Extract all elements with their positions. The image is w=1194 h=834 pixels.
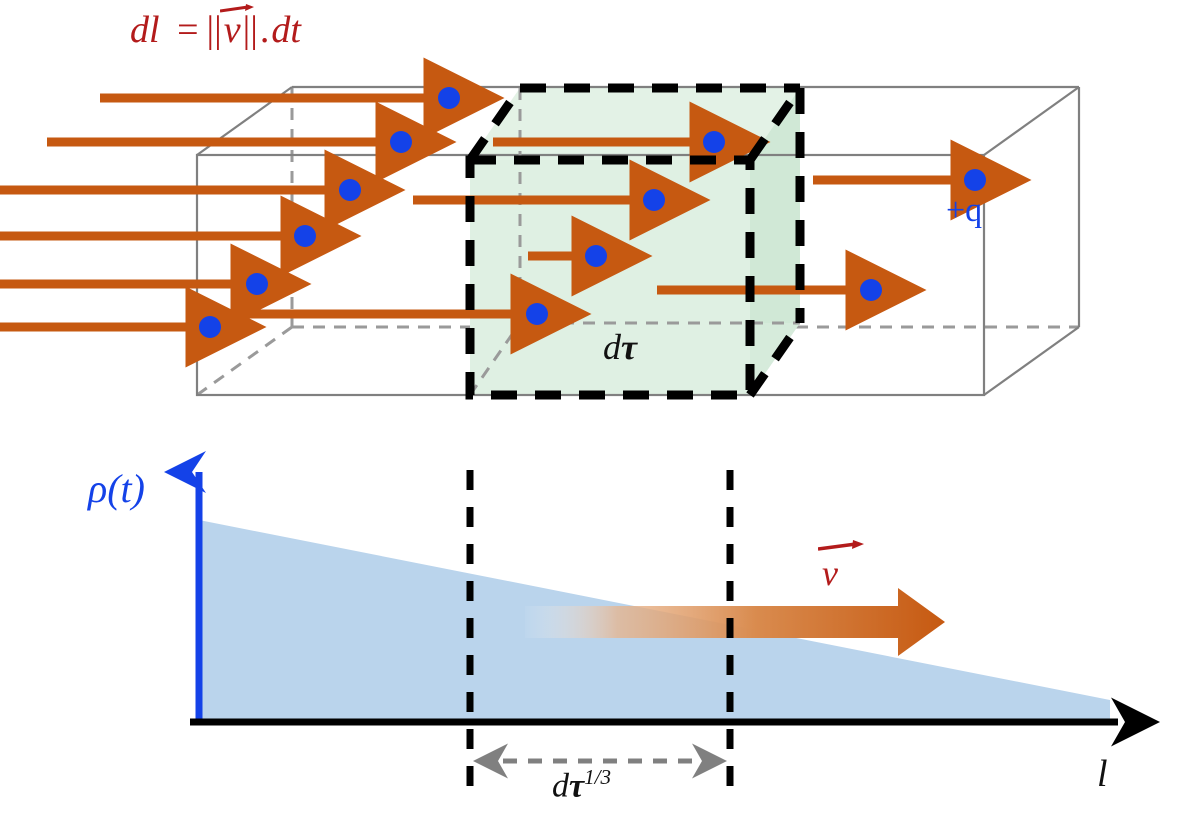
vector-arrow-icon (818, 540, 864, 551)
dimension-label-d: d (552, 767, 569, 805)
equation-dot: . (259, 9, 270, 51)
volume-element-label-d: d (603, 327, 621, 367)
charge-dots (199, 87, 986, 338)
charge-dot (585, 245, 607, 267)
volume-element-label-tau: τ (621, 327, 637, 367)
charge-dot (390, 131, 412, 153)
equation-dt: dt (271, 9, 301, 51)
equation-bars-open: || (206, 9, 222, 51)
volume-element-label: dτ (603, 326, 637, 368)
charge-flow-arrows (0, 57, 1032, 368)
charge-dot (199, 316, 221, 338)
charge-dot (964, 169, 986, 191)
dimension-label-exponent: 1/3 (584, 765, 612, 789)
equation-d: d (130, 9, 149, 51)
chart-axes (164, 451, 1160, 747)
equation-equals: = (177, 9, 199, 51)
chart-marker-lines (466, 470, 734, 800)
y-axis-label: ρ(t) (88, 465, 145, 512)
velocity-label: v (818, 540, 864, 594)
charge-label: +q (946, 192, 983, 229)
y-axis-label-rho: ρ (88, 466, 108, 511)
dimension-label-tau: τ (569, 767, 585, 805)
velocity-label-v: v (822, 553, 838, 593)
velocity-arrow (525, 588, 945, 656)
equation-bars-close: || (242, 9, 258, 51)
charge-dot (339, 179, 361, 201)
equation-dl: dl = || v ||.dt (130, 4, 301, 52)
charge-dot (526, 303, 548, 325)
charge-dot (246, 273, 268, 295)
equation-l: l (149, 9, 160, 51)
charge-dot (294, 225, 316, 247)
vector-arrow-icon (219, 4, 254, 13)
charge-dot (860, 279, 882, 301)
charge-dot (703, 131, 725, 153)
charge-dot (438, 87, 460, 109)
charge-dot (643, 189, 665, 211)
volume-element-dashed-outline (465, 83, 805, 400)
equation-v: v (223, 9, 241, 51)
y-axis-label-paren: (t) (107, 466, 145, 511)
x-axis-label: l (1097, 753, 1108, 795)
dimension-label: dτ1/3 (552, 765, 611, 805)
